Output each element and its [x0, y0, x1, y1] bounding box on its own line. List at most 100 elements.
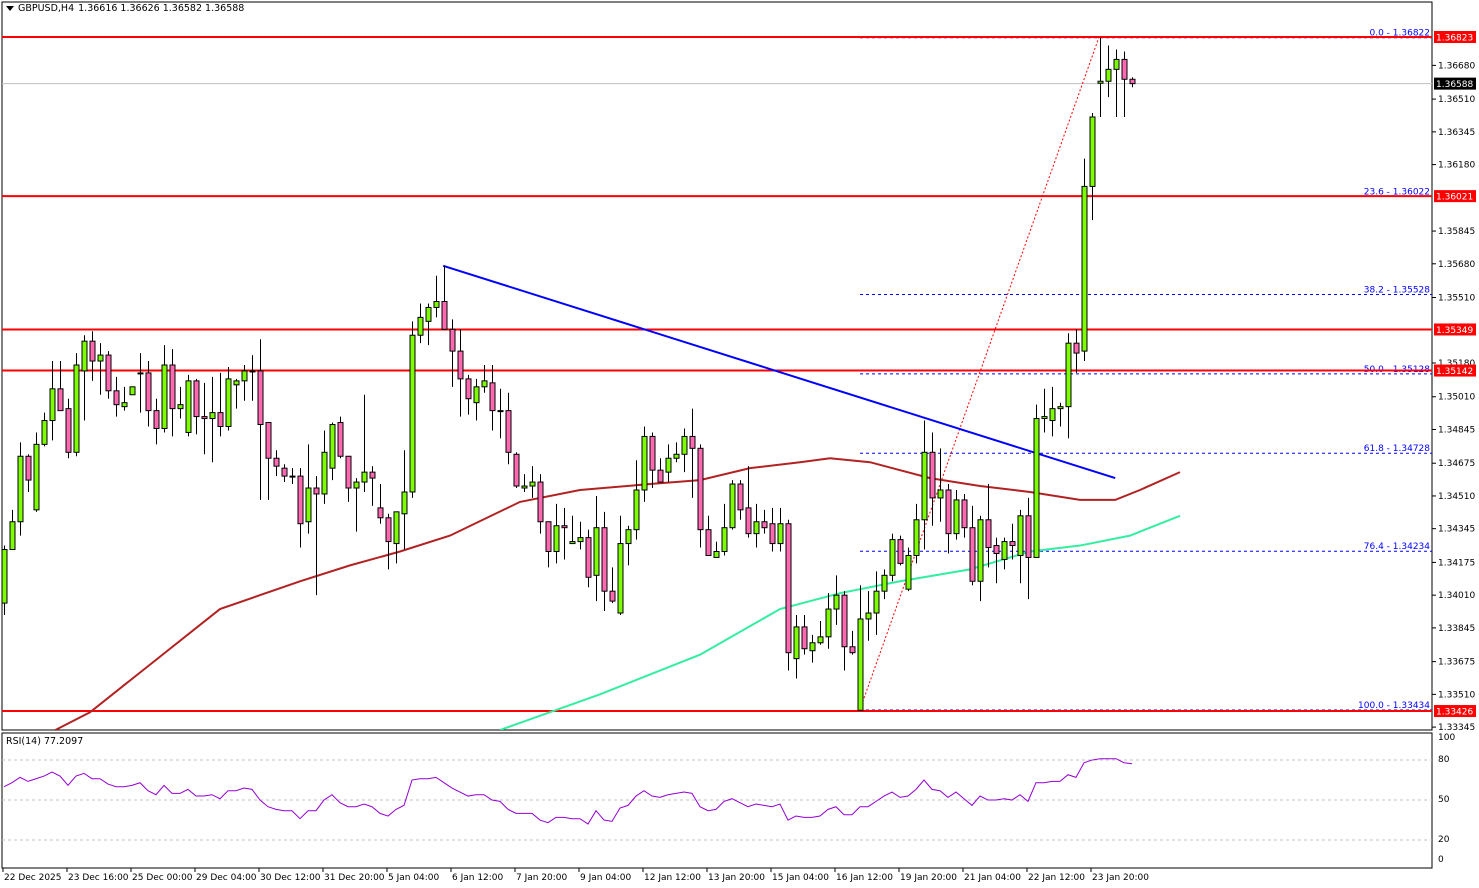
candle-body	[673, 453, 680, 459]
candle-body	[897, 539, 904, 564]
candle	[433, 275, 440, 318]
candle-body	[1105, 68, 1112, 82]
candle-body	[393, 511, 400, 545]
candle	[745, 466, 752, 538]
candle-body	[345, 455, 352, 489]
candle	[33, 432, 40, 512]
candle-body	[1097, 80, 1104, 84]
candle-body	[201, 416, 208, 420]
candle	[321, 430, 328, 504]
candle-body	[1049, 408, 1056, 422]
level-price-tag-bg	[1434, 190, 1476, 203]
candle	[257, 339, 264, 500]
candle-body	[1065, 342, 1072, 408]
candle-body	[921, 451, 928, 521]
candle-body	[649, 435, 656, 471]
fib-level-label: 61.8 - 1.34728	[1364, 444, 1430, 454]
candle	[1025, 497, 1032, 600]
time-tick-label: 12 Jan 12:00	[644, 873, 701, 883]
candle-body	[65, 408, 72, 453]
price-tick-label: 1.34175	[1438, 558, 1475, 568]
level-price-tag-bg	[1434, 705, 1476, 718]
candle-body	[881, 574, 888, 592]
candle	[1041, 388, 1048, 433]
candle	[129, 386, 136, 396]
candle	[241, 364, 248, 401]
candle	[217, 372, 224, 437]
candle-body	[257, 370, 264, 426]
candle	[449, 319, 456, 387]
candle-body	[1041, 416, 1048, 420]
candle	[481, 364, 488, 393]
rsi-tick-label: 50	[1438, 795, 1450, 805]
level-price-tag: 1.36021	[1436, 193, 1473, 203]
candle	[425, 303, 432, 346]
candle-body	[993, 545, 1000, 554]
price-tick-label: 1.33345	[1438, 723, 1475, 733]
price-tick-label: 1.34345	[1438, 525, 1475, 535]
candle	[689, 408, 696, 498]
candle-body	[601, 527, 608, 592]
candle-body	[713, 551, 720, 558]
candle	[137, 353, 144, 413]
price-tick-label: 1.35180	[1438, 359, 1475, 369]
candle-body	[81, 340, 88, 372]
current-price-tag: 1.36588	[1436, 80, 1473, 90]
candle	[505, 392, 512, 465]
candle	[1121, 51, 1128, 117]
price-tick-label: 1.34510	[1438, 492, 1475, 502]
candle	[673, 442, 680, 463]
candle	[465, 374, 472, 415]
candle-body	[785, 523, 792, 654]
candle-body	[353, 481, 360, 489]
candle-body	[705, 529, 712, 556]
candle	[561, 507, 568, 560]
candle	[873, 571, 880, 635]
candle-body	[193, 380, 200, 418]
price-tick-label: 1.35010	[1438, 393, 1475, 403]
candle	[297, 468, 304, 548]
candle	[721, 503, 728, 556]
candle-body	[169, 364, 176, 410]
candle	[969, 505, 976, 586]
candle-body	[241, 370, 248, 382]
candle	[393, 511, 400, 564]
candle-body	[913, 519, 920, 556]
candle-body	[9, 521, 16, 551]
candle-body	[377, 507, 384, 519]
candle	[529, 466, 536, 498]
candle-body	[409, 334, 416, 493]
candle-body	[545, 521, 552, 553]
candle	[49, 361, 56, 441]
candle-body	[489, 382, 496, 412]
candle	[593, 495, 600, 602]
time-tick-label: 30 Dec 12:00	[260, 873, 321, 883]
candle	[41, 412, 48, 447]
candle	[881, 569, 888, 600]
candle-body	[777, 523, 784, 545]
candle-body	[1081, 185, 1088, 352]
triangle-down-icon[interactable]	[6, 6, 14, 11]
candle-body	[537, 481, 544, 523]
candle	[25, 454, 32, 492]
candle	[361, 394, 368, 492]
candle-body	[361, 471, 368, 483]
candle-body	[89, 340, 96, 362]
candle	[1017, 509, 1024, 584]
candle-body	[521, 485, 528, 489]
candle-body	[697, 447, 704, 531]
candle-body	[1129, 78, 1136, 85]
candle-body	[1089, 116, 1096, 187]
price-tick-label: 1.35510	[1438, 294, 1475, 304]
candle-body	[137, 372, 144, 375]
candle	[985, 484, 992, 568]
candle-body	[665, 457, 672, 473]
candle-body	[577, 537, 584, 543]
candle	[497, 388, 504, 439]
fib-level-label: 23.6 - 1.36022	[1364, 187, 1430, 197]
candle	[17, 442, 24, 536]
candle-body	[753, 521, 760, 535]
candle-body	[793, 626, 800, 660]
fib-anchor-line	[859, 37, 1100, 710]
